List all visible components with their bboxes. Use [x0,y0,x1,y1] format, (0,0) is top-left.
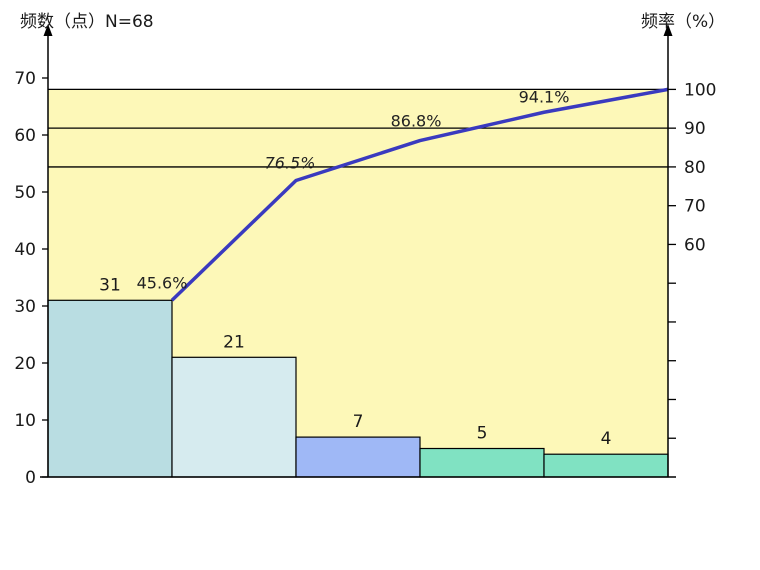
bar-1 [47,299,173,478]
right-axis-ticks: 60 70 80 90 100 [668,80,716,439]
bar-value-label: 31 [99,275,121,295]
bar-value-label: 4 [601,429,612,449]
left-tick-label: 20 [14,354,36,374]
left-tick-label: 0 [25,468,36,488]
left-tick-label: 50 [14,183,36,203]
bar-5 [543,453,669,478]
cumulative-percent-label: 94.1% [519,87,570,106]
bar-2 [171,356,297,478]
left-tick-label: 60 [14,126,36,146]
right-axis-arrow-icon [663,24,673,36]
cumulative-line [170,87,669,302]
left-tick-label: 30 [14,297,36,317]
left-tick-label: 10 [14,411,36,431]
cumulative-percent-label: 45.6% [137,273,188,292]
reference-lines [48,88,668,168]
right-tick-label: 80 [684,158,706,178]
right-tick-label: 70 [684,197,706,217]
cumulative-percent-label: 86.8% [391,112,442,131]
left-tick-label: 70 [14,69,36,89]
bar-value-label: 7 [353,412,364,432]
bar-value-label: 5 [477,424,488,444]
left-axis-title: 频数（点）N=68 [20,12,154,32]
left-axis-arrow-icon [43,24,53,36]
cumulative-line-group [170,87,669,302]
bar-3 [295,436,421,478]
bars [47,299,669,478]
right-tick-label: 100 [684,80,716,100]
bar-labels: 31 21 7 5 4 [99,275,611,449]
left-axis-ticks: 0 10 20 30 40 50 60 70 [14,69,48,488]
bar-value-label: 21 [223,332,245,352]
cumulative-percent-label: 76.5% [265,153,316,172]
left-tick-label: 40 [14,240,36,260]
right-tick-label: 60 [684,235,706,255]
bar-4 [419,447,545,478]
right-axis-title: 频率（%） [641,12,725,32]
right-tick-label: 90 [684,119,706,139]
cumulative-labels: 45.6% 76.5% 86.8% 94.1% [137,87,570,292]
